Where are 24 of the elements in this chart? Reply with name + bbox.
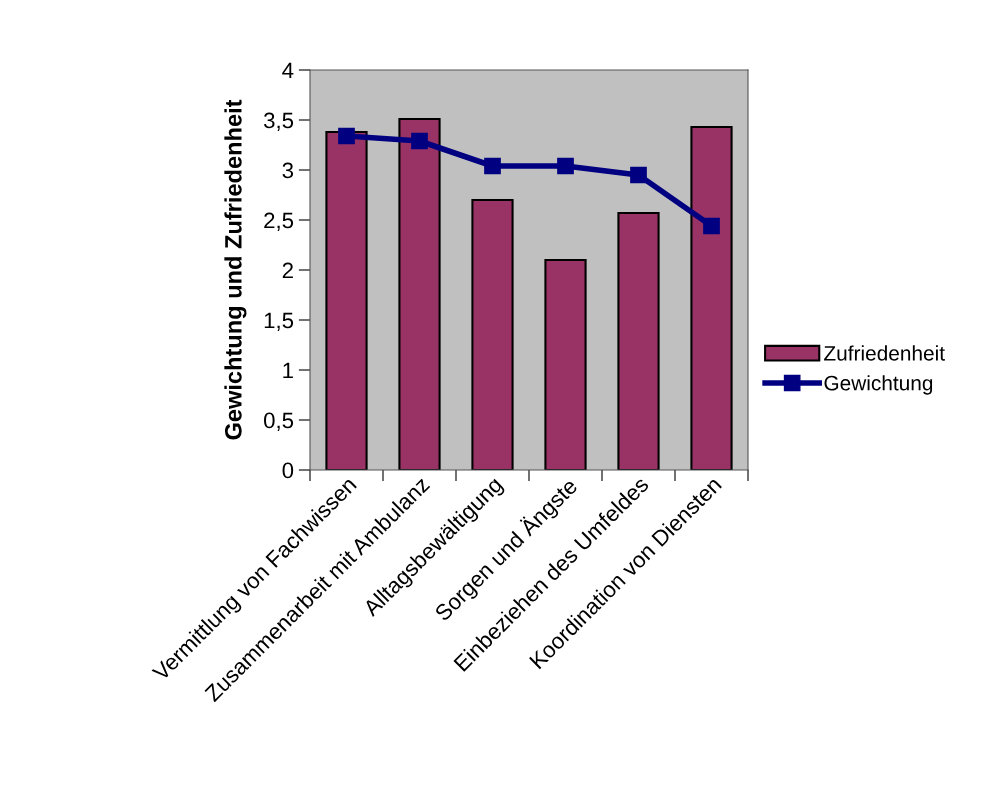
y-tick-label: 3	[282, 162, 294, 179]
y-tick-label: 2	[282, 262, 293, 279]
bar	[325, 130, 368, 470]
y-tick-label: 0,5	[264, 412, 294, 431]
bar	[690, 125, 733, 470]
y-tick-label: 0	[282, 462, 294, 479]
point	[630, 166, 647, 184]
bar	[471, 198, 514, 470]
point	[411, 132, 428, 150]
y-tick-label: 4	[282, 62, 294, 79]
point	[557, 157, 574, 175]
point	[338, 127, 355, 145]
legend-label: Gewichtung	[824, 375, 933, 395]
bar	[544, 258, 587, 470]
bar	[617, 211, 660, 470]
y-axis-title: Gewichtung und Zufriedenheit	[224, 99, 247, 440]
point	[484, 157, 501, 175]
y-tick-label: 2,5	[264, 212, 294, 231]
point	[703, 217, 720, 235]
y-tick-label: 1	[283, 362, 293, 379]
bar	[398, 117, 441, 470]
y-tick-label: 3,5	[263, 112, 294, 131]
y-tick-label: 1,5	[264, 312, 294, 331]
legend-label: Zufriedenheit	[824, 345, 945, 361]
